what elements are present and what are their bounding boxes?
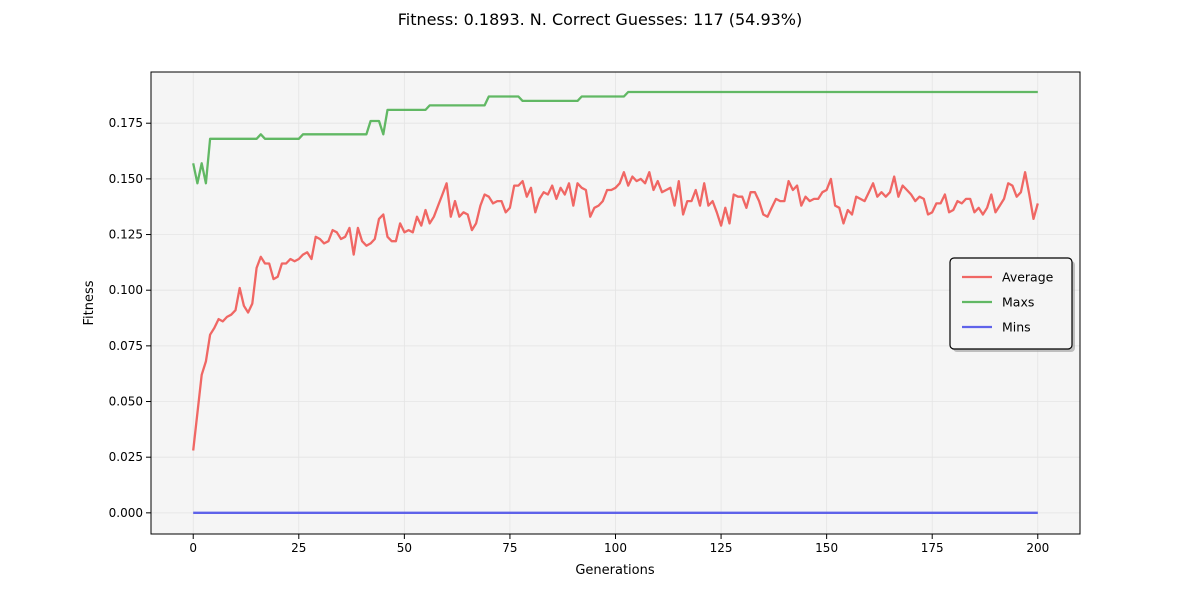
chart-title: Fitness: 0.1893. N. Correct Guesses: 117… (398, 10, 803, 29)
y-tick-label: 0.100 (109, 283, 143, 297)
y-tick-label: 0.025 (109, 450, 143, 464)
y-tick-label: 0.000 (109, 506, 143, 520)
y-tick-label: 0.175 (109, 116, 143, 130)
axis-ticks: 0 25 50 75 100 125 150 175 200 0.000 0.025 0.050 0.0… (109, 116, 1050, 555)
x-tick-label: 75 (502, 541, 517, 555)
series-line-average (192, 171, 1039, 451)
y-tick-label: 0.050 (109, 395, 143, 409)
x-tick-label: 150 (815, 541, 838, 555)
y-tick-label: 0.150 (109, 172, 143, 186)
x-tick-label: 0 (189, 541, 197, 555)
x-tick-label: 50 (397, 541, 412, 555)
x-tick-label: 175 (921, 541, 944, 555)
y-tick-label: 0.075 (109, 339, 143, 353)
x-tick-label: 25 (291, 541, 306, 555)
x-tick-label: 125 (710, 541, 733, 555)
series-lines (192, 90, 1039, 514)
legend-label-maxs: Maxs (1002, 295, 1034, 310)
legend-label-mins: Mins (1002, 320, 1031, 335)
x-tick-label: 200 (1026, 541, 1049, 555)
series-line-maxs (192, 90, 1038, 185)
legend-label-average: Average (1002, 270, 1054, 285)
y-tick-label: 0.125 (109, 228, 143, 242)
x-axis-label: Generations (575, 563, 655, 578)
x-tick-label: 100 (604, 541, 627, 555)
y-axis-label: Fitness (82, 280, 97, 325)
legend: Average Maxs Mins (949, 257, 1075, 352)
